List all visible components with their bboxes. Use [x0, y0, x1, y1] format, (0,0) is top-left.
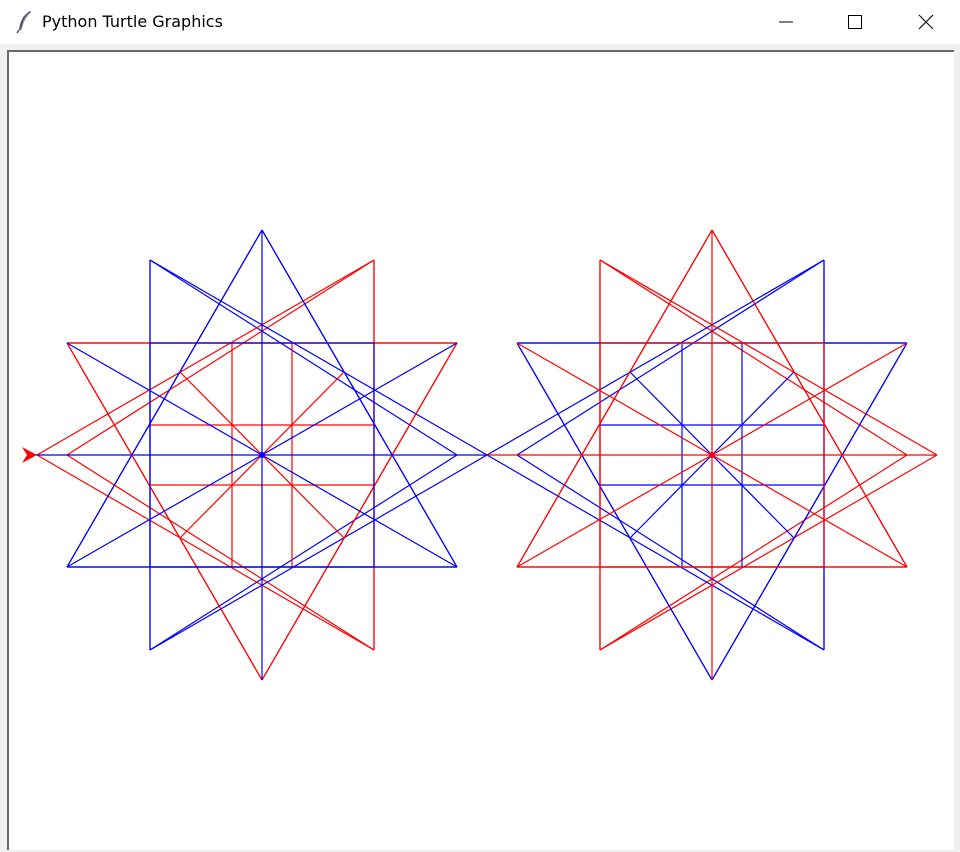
left-figure-star-line [36, 259, 375, 456]
right-figure-star-line [599, 259, 908, 456]
left-figure-star-line [149, 259, 458, 456]
window-title: Python Turtle Graphics [42, 12, 223, 31]
maximize-button[interactable] [832, 0, 878, 44]
right-figure-star-line [599, 454, 938, 651]
right-figure-star-line [486, 454, 825, 651]
close-icon [918, 14, 934, 30]
turtle-canvas[interactable] [7, 50, 954, 850]
left-figure-star-line [149, 259, 488, 456]
right-figure-star-line [516, 454, 825, 651]
maximize-icon [848, 15, 862, 29]
right-figure-star-line [599, 454, 908, 651]
left-figure-star-line [36, 454, 375, 651]
minimize-icon [779, 21, 793, 23]
drawing [22, 229, 938, 681]
feather-icon [16, 10, 34, 34]
left-figure-star-line [66, 259, 375, 456]
turtle-arrow-icon [22, 447, 37, 463]
right-figure-star-line [516, 259, 825, 456]
right-figure-star-line [486, 259, 825, 456]
left-figure-star-line [149, 454, 488, 651]
left-figure-star-line [66, 454, 375, 651]
close-button[interactable] [903, 0, 949, 44]
right-figure-star-line [599, 259, 938, 456]
title-bar[interactable]: Python Turtle Graphics [0, 0, 960, 44]
left-figure-star-line [149, 454, 458, 651]
minimize-button[interactable] [763, 0, 809, 44]
